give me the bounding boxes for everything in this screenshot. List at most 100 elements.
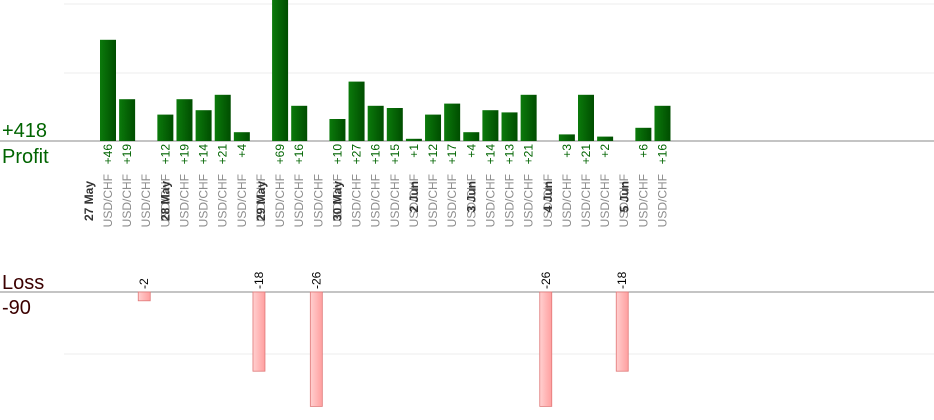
profit-value-label: +21 — [579, 144, 593, 165]
profit-value-label: +16 — [655, 144, 669, 165]
profit-value-label: +3 — [560, 144, 574, 158]
profit-value-label: +27 — [350, 144, 364, 165]
bars — [100, 0, 671, 407]
profit-bar — [119, 99, 136, 141]
profit-value-label: +46 — [101, 144, 115, 165]
category-labels: USD/CHF 27 May USD/CHF USD/CHF USD/CHF USD/CH… — [82, 174, 669, 227]
profit-bar — [100, 39, 116, 141]
profit-value-label: +2 — [598, 144, 612, 158]
profit-bar — [444, 103, 461, 141]
profit-bar — [597, 136, 614, 141]
profit-value-label: +4 — [464, 144, 478, 158]
category-date-label: 4 Jun — [541, 181, 555, 212]
category-symbol-label: USD/CHF — [350, 174, 364, 227]
profit-value-label: +15 — [388, 144, 402, 165]
profit-value-label: +12 — [426, 144, 440, 165]
loss-label: Loss — [2, 272, 44, 294]
profit-value-label: +69 — [273, 144, 287, 165]
category-symbol-label: USD/CHF — [158, 174, 172, 227]
profit-bar — [233, 132, 250, 141]
loss-value-label: -26 — [539, 271, 553, 289]
loss-bar — [137, 291, 151, 302]
category-symbol-label: USD/CHF — [292, 174, 306, 227]
profit-bar — [635, 127, 652, 141]
category-symbol-label: USD/CHF — [120, 174, 134, 227]
category-symbol-label: USD/CHF — [407, 174, 421, 227]
profit-value-label: +21 — [216, 144, 230, 165]
category-symbol-label: USD/CHF — [503, 174, 517, 227]
gridlines — [0, 3, 934, 355]
profit-bar — [386, 108, 403, 141]
category-symbol-label: USD/CHF — [655, 174, 669, 227]
profit-value-label: +6 — [636, 144, 650, 158]
profit-value-label: +19 — [120, 144, 134, 165]
category-symbol-label: USD/CHF — [216, 174, 230, 227]
profit-value-label: +12 — [158, 144, 172, 165]
category-symbol-label: USD/CHF — [483, 174, 497, 227]
category-symbol-label: USD/CHF — [598, 174, 612, 227]
profit-total: +418 — [2, 120, 47, 142]
loss-bar — [309, 291, 323, 407]
category-date-label: 27 May — [82, 181, 96, 221]
category-symbol-label: USD/CHF — [579, 174, 593, 227]
category-symbol-label: USD/CHF — [560, 174, 574, 227]
profit-bar — [176, 99, 193, 141]
category-symbol-label: USD/CHF — [426, 174, 440, 227]
profit-value-label: +4 — [235, 144, 249, 158]
profit-bar — [348, 81, 365, 141]
loss-bar — [615, 291, 629, 372]
category-symbol-label: USD/CHF — [464, 174, 478, 227]
category-date-label: 29 May — [254, 181, 268, 221]
category-symbol-label: USD/CHF — [311, 174, 325, 227]
profit-bar — [654, 105, 671, 141]
profit-value-label: +17 — [445, 144, 459, 165]
profit-bar — [367, 105, 384, 141]
profit-bar — [520, 94, 537, 141]
category-date-label: 3 Jun — [464, 181, 478, 212]
profit-bar — [272, 0, 289, 142]
profit-value-label: +14 — [197, 144, 211, 165]
category-symbol-label: USD/CHF — [617, 174, 631, 227]
profit-value-label: +19 — [177, 144, 191, 165]
category-symbol-label: USD/CHF — [445, 174, 459, 227]
category-symbol-label: USD/CHF — [388, 174, 402, 227]
category-symbol-label: USD/CHF — [330, 174, 344, 227]
category-date-label: 28 May — [158, 181, 172, 221]
profit-value-label: +16 — [292, 144, 306, 165]
category-symbol-label: USD/CHF — [541, 174, 555, 227]
profit-bar — [291, 105, 308, 141]
loss-value-label: -26 — [309, 271, 323, 289]
category-date-label: 2 Jun — [407, 181, 421, 212]
category-symbol-label: USD/CHF — [197, 174, 211, 227]
loss-bar — [539, 291, 553, 407]
profit-value-label: +10 — [330, 144, 344, 165]
profit-bar — [463, 132, 480, 141]
profit-bar — [329, 119, 346, 141]
profit-label: Profit — [2, 146, 49, 168]
profit-value-label: +1 — [407, 144, 421, 158]
profit-bar — [558, 134, 575, 141]
category-date-label: 30 May — [331, 181, 345, 221]
profit-bar — [482, 110, 499, 141]
loss-value-label: -2 — [137, 278, 151, 289]
profit-bar — [578, 94, 594, 141]
category-symbol-label: USD/CHF — [101, 174, 115, 227]
category-symbol-label: USD/CHF — [235, 174, 249, 227]
value-labels: +46 +19 -2 +12 +19 +14 +21 +4 -18 +69 +16 -26 +10 +27… — [101, 144, 669, 289]
category-symbol-label: USD/CHF — [177, 174, 191, 227]
category-symbol-label: USD/CHF — [273, 174, 287, 227]
profit-bar — [501, 112, 518, 141]
loss-value-label: -18 — [252, 271, 266, 289]
category-symbol-label: USD/CHF — [254, 174, 268, 227]
profit-bar — [405, 138, 422, 141]
loss-bar — [252, 291, 266, 372]
category-date-label: 5 Jun — [617, 181, 631, 212]
category-symbol-label: USD/CHF — [522, 174, 536, 227]
profit-bar — [195, 110, 212, 141]
profit-bar — [214, 94, 231, 141]
category-symbol-label: USD/CHF — [369, 174, 383, 227]
loss-total: -90 — [2, 297, 31, 319]
profit-value-label: +21 — [522, 144, 536, 165]
category-symbol-label: USD/CHF — [139, 174, 153, 227]
